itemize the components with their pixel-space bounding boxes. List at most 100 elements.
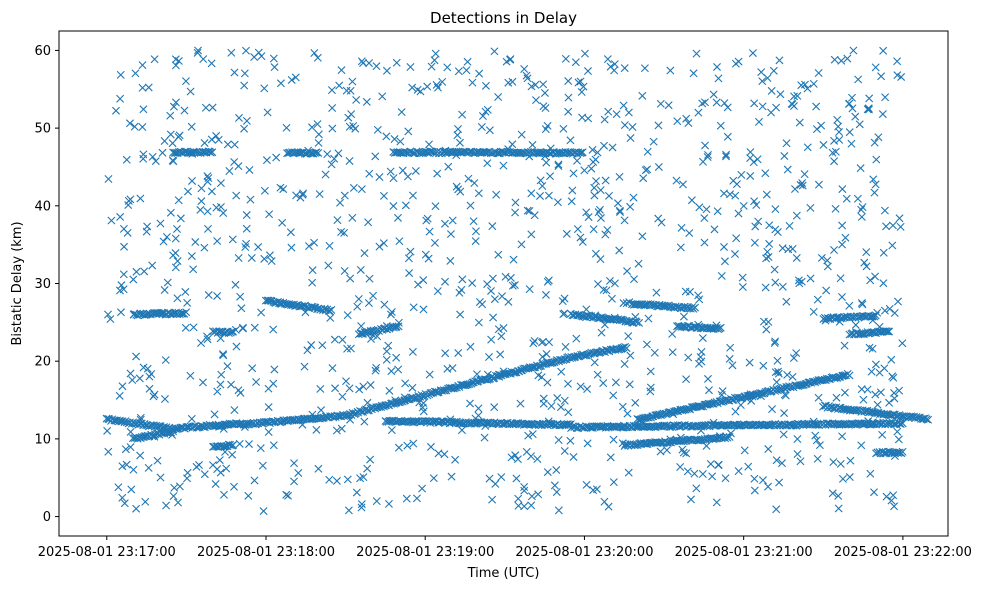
detection-marker [701,141,710,150]
detection-marker [694,359,703,368]
detection-marker [662,446,671,455]
detection-marker [776,90,785,99]
detection-marker [845,128,854,137]
detection-marker [396,137,405,146]
detection-marker [800,80,809,89]
detection-marker [890,452,899,461]
x-tick-label: 2025-08-01 23:17:00 [38,545,176,560]
detection-marker [604,107,613,116]
detection-marker [171,98,180,107]
y-tick-label: 30 [34,277,51,292]
detection-marker [314,130,323,139]
detection-marker [664,101,673,110]
detection-marker [483,105,492,114]
detection-marker [260,186,269,195]
detection-marker [828,148,837,157]
detection-marker [192,462,201,471]
detection-marker [136,451,145,460]
detection-marker [207,59,216,68]
detection-marker [382,347,391,356]
detection-marker [720,242,729,251]
detection-marker [346,274,355,283]
detection-marker [478,112,487,121]
detection-marker [564,408,573,417]
detection-marker [654,214,663,223]
detection-marker [750,486,759,495]
detection-marker [737,170,746,179]
detection-marker [163,278,172,287]
detection-marker [715,432,724,441]
detection-marker [174,196,183,205]
detection-marker [574,78,583,87]
detection-marker [722,150,731,159]
detection-marker [875,368,884,377]
detection-marker [794,276,803,285]
detection-marker [890,308,899,317]
detection-marker [213,387,222,396]
detection-marker [649,137,658,146]
detection-marker [203,335,212,344]
detection-marker [409,303,418,312]
detection-marker [590,191,599,200]
detection-marker [634,259,643,268]
detection-marker [666,66,675,75]
detection-marker [475,69,484,78]
detection-marker [494,92,503,101]
detection-marker [694,320,703,329]
detection-marker [216,202,225,211]
detection-marker [149,392,158,401]
detection-marker [624,108,633,117]
detection-marker [638,232,647,241]
detection-marker [487,335,496,344]
detection-marker [216,179,225,188]
detection-marker [455,138,464,147]
detection-marker [860,258,869,267]
detection-marker [337,227,346,236]
detection-marker [126,427,135,436]
detection-marker [346,344,355,353]
detection-marker [778,282,787,291]
detection-marker [365,59,374,68]
detection-marker [425,140,433,149]
detection-marker [488,495,497,504]
detection-marker [369,291,378,300]
detection-marker [360,249,369,258]
detection-marker [457,426,466,435]
detection-marker [669,410,678,419]
detection-marker [120,499,129,508]
detection-marker [783,370,792,379]
detection-marker [864,104,873,113]
detection-marker [338,392,347,401]
detection-marker [354,295,363,304]
detection-marker [612,110,621,119]
detection-marker [218,350,227,359]
detection-marker [145,384,154,393]
detection-marker [912,412,921,421]
detection-marker [334,149,343,158]
detection-marker [122,460,131,469]
detection-marker [430,238,439,247]
detection-marker [316,384,325,393]
detection-marker [508,140,517,149]
detection-marker [628,122,637,131]
detection-marker [762,254,771,263]
detection-marker [887,355,896,364]
detection-marker [498,292,506,301]
detection-marker [630,275,639,284]
detection-marker [576,149,585,158]
detection-marker [525,206,534,215]
detection-marker [590,183,599,192]
detection-marker [490,295,499,304]
detection-marker [709,90,718,99]
detection-marker [122,155,131,164]
detection-marker [148,261,157,270]
detection-marker [225,167,234,175]
detection-marker [382,322,391,331]
detection-marker [400,393,409,402]
detection-marker [126,443,135,452]
detection-marker [527,452,536,461]
detection-marker [590,358,599,367]
detection-marker [528,140,537,149]
detection-marker [520,483,529,491]
